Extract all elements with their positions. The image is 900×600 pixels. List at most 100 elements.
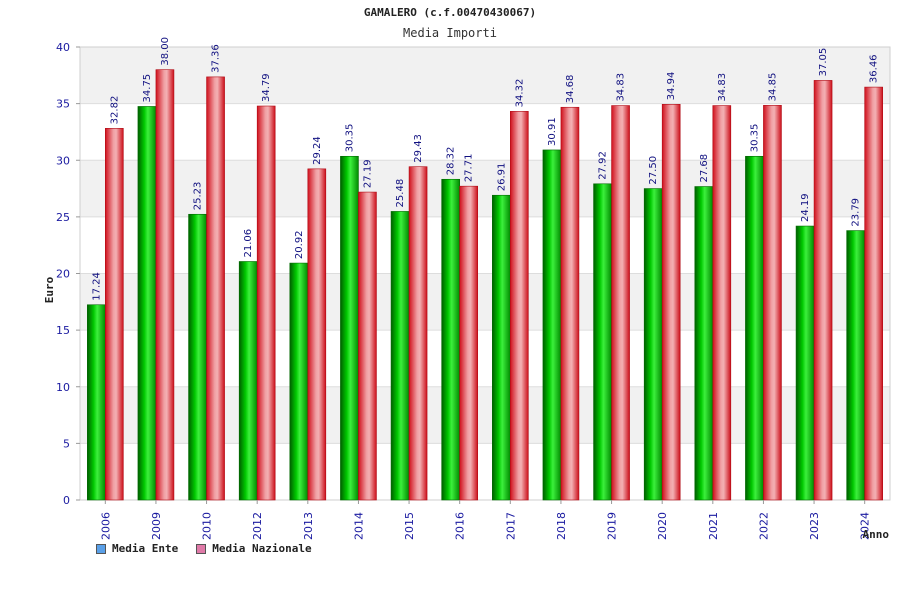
value-label-ente: 17.24 <box>91 272 102 301</box>
x-tick-label: 2012 <box>251 512 264 540</box>
y-tick-label: 20 <box>56 268 70 281</box>
x-tick-label: 2010 <box>201 512 214 540</box>
value-label-nazionale: 37.05 <box>818 48 829 77</box>
bar-media-ente <box>593 183 612 501</box>
bar-media-nazionale <box>712 105 732 501</box>
y-tick-label: 0 <box>63 494 70 507</box>
bar-media-nazionale <box>560 106 580 501</box>
value-label-ente: 24.19 <box>800 193 811 222</box>
value-label-nazionale: 34.85 <box>767 73 778 102</box>
chart-subtitle: Media Importi <box>403 26 497 40</box>
legend-item-nazionale: Media Nazionale <box>196 542 312 555</box>
value-label-ente: 25.23 <box>193 182 204 211</box>
value-label-ente: 23.79 <box>851 198 862 227</box>
bar-media-nazionale <box>763 105 782 501</box>
y-tick-label: 40 <box>56 41 70 54</box>
x-tick-label: 2006 <box>99 512 112 540</box>
y-tick-label: 25 <box>56 211 70 224</box>
value-label-nazionale: 34.83 <box>717 73 728 102</box>
x-tick-label: 2020 <box>656 512 669 540</box>
value-label-nazionale: 36.46 <box>869 54 880 83</box>
bar-media-nazionale <box>510 111 529 501</box>
value-label-nazionale: 37.36 <box>211 44 222 73</box>
bar-media-ente <box>492 194 511 501</box>
value-label-ente: 25.48 <box>395 179 406 208</box>
x-tick-label: 2021 <box>707 512 720 540</box>
bar-media-ente <box>87 304 106 501</box>
bar-media-ente <box>238 261 258 501</box>
bar-media-ente <box>188 213 207 501</box>
value-label-ente: 30.35 <box>749 124 760 153</box>
value-label-ente: 30.91 <box>547 117 558 146</box>
bars-group <box>87 69 883 501</box>
bar-media-ente <box>137 106 157 501</box>
bar-media-ente <box>441 178 460 501</box>
bar-media-nazionale <box>408 166 428 501</box>
value-label-nazionale: 27.19 <box>362 159 373 188</box>
value-label-ente: 27.68 <box>699 154 710 183</box>
value-label-ente: 30.35 <box>344 124 355 153</box>
bar-media-nazionale <box>155 69 175 501</box>
y-tick-label: 5 <box>63 437 70 450</box>
legend-label-nazionale: Media Nazionale <box>212 542 312 555</box>
bar-media-nazionale <box>358 191 377 501</box>
x-tick-label: 2024 <box>859 512 872 540</box>
x-tick-label: 2017 <box>504 512 517 540</box>
y-axis-label: Euro <box>43 276 56 303</box>
bar-media-nazionale <box>611 105 630 501</box>
x-tick-label: 2009 <box>150 512 163 540</box>
y-tick-label: 10 <box>56 381 70 394</box>
bar-media-nazionale <box>206 76 225 501</box>
bar-media-nazionale <box>661 104 681 501</box>
value-label-nazionale: 27.71 <box>464 154 475 183</box>
bar-media-ente <box>340 155 359 501</box>
bar-media-ente <box>846 230 865 501</box>
x-axis-label: Anno <box>863 528 890 541</box>
y-tick-label: 35 <box>56 98 70 111</box>
chart-title: GAMALERO (c.f.00470430067) <box>364 6 536 19</box>
legend: Media Ente Media Nazionale <box>96 542 312 555</box>
value-label-ente: 27.50 <box>648 156 659 185</box>
bar-media-ente <box>795 225 815 501</box>
value-label-ente: 34.75 <box>142 74 153 103</box>
legend-swatch-nazionale <box>196 543 207 554</box>
y-tick-label: 15 <box>56 324 70 337</box>
value-label-nazionale: 34.68 <box>565 75 576 104</box>
x-tick-label: 2015 <box>403 512 416 540</box>
value-label-nazionale: 34.79 <box>261 73 272 102</box>
bar-media-nazionale <box>256 105 276 501</box>
x-tick-label: 2022 <box>757 512 770 540</box>
y-axis-ticks: 0 5 10 15 20 25 30 35 40 <box>56 41 80 507</box>
x-tick-label: 2019 <box>606 512 619 540</box>
value-label-nazionale: 29.43 <box>413 134 424 163</box>
bar-media-ente <box>643 188 663 501</box>
x-tick-label: 2023 <box>808 512 821 540</box>
bar-media-ente <box>745 155 764 501</box>
value-labels-group: 17.24 32.82 34.75 38.00 25.23 37.36 21.06 34.79… <box>91 37 879 301</box>
x-axis-ticks: 2006 2009 2010 2012 2013 2014 2015 2016 2017 2018… <box>99 500 872 540</box>
value-label-ente: 20.92 <box>294 230 305 259</box>
legend-swatch-ente <box>96 543 106 554</box>
legend-label-ente: Media Ente <box>112 542 179 555</box>
bar-media-nazionale <box>813 80 833 501</box>
value-label-ente: 28.32 <box>446 147 457 176</box>
value-label-nazionale: 32.82 <box>109 96 120 125</box>
value-label-nazionale: 34.94 <box>666 72 677 101</box>
bar-media-ente <box>289 262 309 501</box>
x-tick-label: 2013 <box>302 512 315 540</box>
value-label-nazionale: 34.83 <box>616 73 627 102</box>
value-label-ente: 26.91 <box>496 163 507 192</box>
x-tick-label: 2018 <box>555 512 568 540</box>
value-label-nazionale: 34.32 <box>514 79 525 108</box>
bar-media-nazionale <box>864 86 883 501</box>
value-label-nazionale: 29.24 <box>312 136 323 165</box>
value-label-ente: 27.92 <box>598 151 609 180</box>
y-tick-label: 30 <box>56 154 70 167</box>
bar-media-nazionale <box>307 168 327 501</box>
x-tick-label: 2014 <box>352 512 365 540</box>
value-label-nazionale: 38.00 <box>160 37 171 66</box>
bar-media-ente <box>542 149 562 501</box>
x-tick-label: 2016 <box>454 512 467 540</box>
legend-item-ente: Media Ente <box>96 542 178 555</box>
